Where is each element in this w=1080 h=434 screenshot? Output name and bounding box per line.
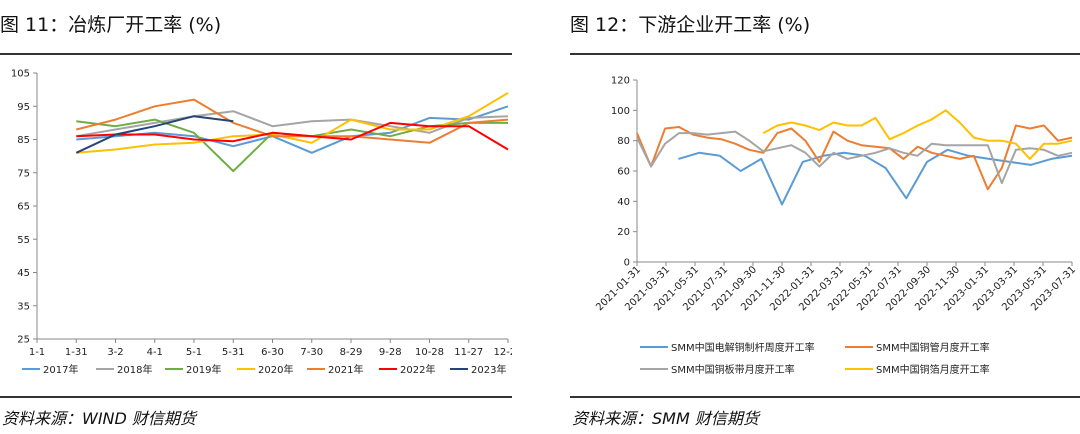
legend-label: 2020年 (258, 363, 293, 376)
chart-title: 图 12：下游企业开工率 (%) (570, 14, 811, 36)
legend-label: 2022年 (400, 363, 435, 376)
y-tick-label: 45 (17, 268, 30, 279)
x-tick-label: 1-1 (29, 347, 45, 358)
x-tick-label: 3-2 (107, 347, 123, 358)
x-tick-label: 9-28 (379, 347, 402, 358)
y-tick-label: 80 (617, 136, 630, 147)
x-tick-label: 5-1 (186, 347, 202, 358)
source-note: 资料来源：SMM 财信期货 (572, 409, 759, 428)
y-tick-label: 120 (611, 76, 630, 87)
legend-label: SMM中国电解铜制杆周度开工率 (671, 341, 815, 354)
legend-label: 2023年 (471, 363, 506, 376)
y-tick-label: 100 (611, 106, 630, 117)
source-note: 资料来源：WIND 财信期货 (2, 409, 196, 428)
y-tick-label: 40 (617, 197, 630, 208)
bottom-rule (570, 396, 1080, 398)
series-line (678, 148, 1073, 206)
x-tick-label: 8-29 (340, 347, 363, 358)
y-tick-label: 105 (11, 69, 30, 80)
series-line (76, 92, 509, 154)
legend-label: 2018年 (117, 363, 152, 376)
downstream-chart: 0204060801001202021-01-312021-03-312021-… (594, 76, 1078, 377)
y-tick-label: 25 (17, 335, 30, 346)
y-tick-label: 95 (17, 102, 30, 113)
chart-title: 图 11：冶炼厂开工率 (%) (0, 14, 222, 36)
series-line (636, 130, 1073, 185)
x-tick-label: 4-1 (147, 347, 163, 358)
x-tick-label: 1-31 (65, 347, 88, 358)
x-tick-label: 12-27 (493, 347, 512, 358)
series-line (762, 109, 1073, 160)
x-tick-label: 6-30 (261, 347, 284, 358)
y-tick-label: 55 (17, 235, 30, 246)
legend-label: SMM中国铜管月度开工率 (876, 341, 990, 354)
top-rule (0, 53, 512, 55)
y-tick-label: 35 (17, 301, 30, 312)
bottom-rule (0, 396, 512, 398)
series-line (76, 105, 509, 154)
series-line (636, 124, 1073, 191)
legend-label: 2019年 (186, 363, 221, 376)
legend-label: SMM中国铜板带月度开工率 (671, 363, 795, 376)
y-tick-label: 65 (17, 202, 30, 213)
x-tick-label: 11-27 (454, 347, 483, 358)
series-line (76, 110, 509, 138)
smelter-chart: 25 35 45 55 65 75 85 95 105 1-1 1-31 3-2 4-1 5-1 5-31 6… (11, 69, 512, 377)
legend-label: 2017年 (43, 363, 78, 376)
legend-label: 2021年 (328, 363, 363, 376)
smelter-panel: 图 11：冶炼厂开工率 (%) 25 35 45 55 65 75 85 95 105 1-1 1-… (0, 0, 512, 434)
x-tick-label: 7-30 (300, 347, 323, 358)
series-line (76, 98, 509, 144)
series-line (76, 121, 509, 151)
legend-label: SMM中国铜箔月度开工率 (876, 363, 990, 376)
x-tick-label: 10-28 (415, 347, 444, 358)
y-tick-label: 20 (617, 227, 630, 238)
top-rule (570, 53, 1080, 55)
y-tick-label: 75 (17, 168, 30, 179)
downstream-panel: 图 12：下游企业开工率 (%) 0 20 40 60 80 100 120 2021-01-… (570, 0, 1080, 434)
y-tick-label: 0 (624, 258, 630, 269)
y-tick-label: 60 (617, 167, 630, 178)
x-tick-label: 5-31 (222, 347, 245, 358)
y-tick-label: 85 (17, 135, 30, 146)
series-line (75, 115, 234, 154)
